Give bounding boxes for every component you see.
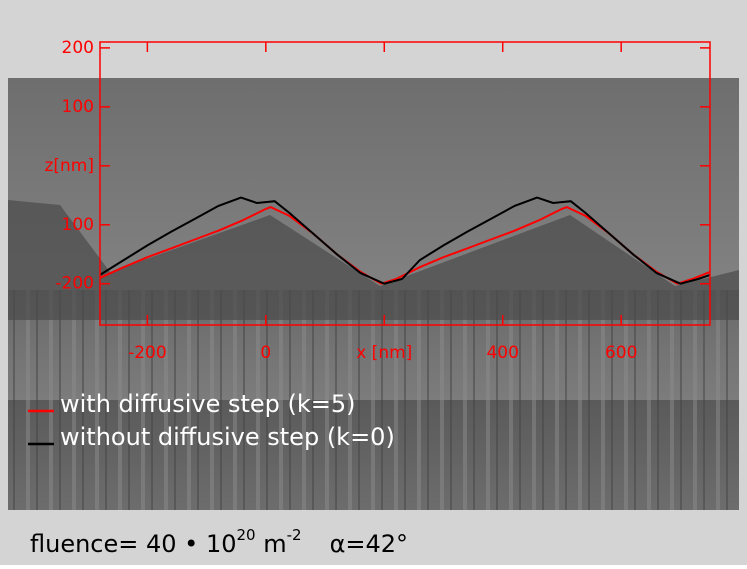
legend-label: with diffusive step (k=5) [60,390,356,418]
x-tick-label: -200 [128,343,167,363]
plot: -200 0 x [nm] 400 600 200 100 z[nm] 100 -200 [44,38,711,363]
y-tick-label: 200 [62,38,94,58]
caption-angle: α=42° [330,530,408,558]
caption: fluence= 40 • 1020 m-2 α=42° [30,526,408,559]
sem-shadow [8,200,739,320]
data-line [99,196,711,285]
x-tick-label: 400 [486,343,518,363]
x-tick-label: x [nm] [356,343,412,363]
caption-exponent: -2 [287,526,302,544]
plot-frame [99,41,711,326]
x-tick-label: 0 [260,343,271,363]
y-tick-label: 100 [62,215,94,235]
caption-unit: m [256,530,287,558]
caption-text: fluence= 40 • 10 [30,530,237,558]
y-tick-label: -200 [55,274,94,294]
y-tick-label: z[nm] [44,156,94,176]
legend-label: without diffusive step (k=0) [60,423,395,451]
x-tick-label: 600 [605,343,637,363]
sem-image-lower [8,290,739,510]
caption-exponent: 20 [237,526,256,544]
y-tick-label: 100 [62,97,94,117]
